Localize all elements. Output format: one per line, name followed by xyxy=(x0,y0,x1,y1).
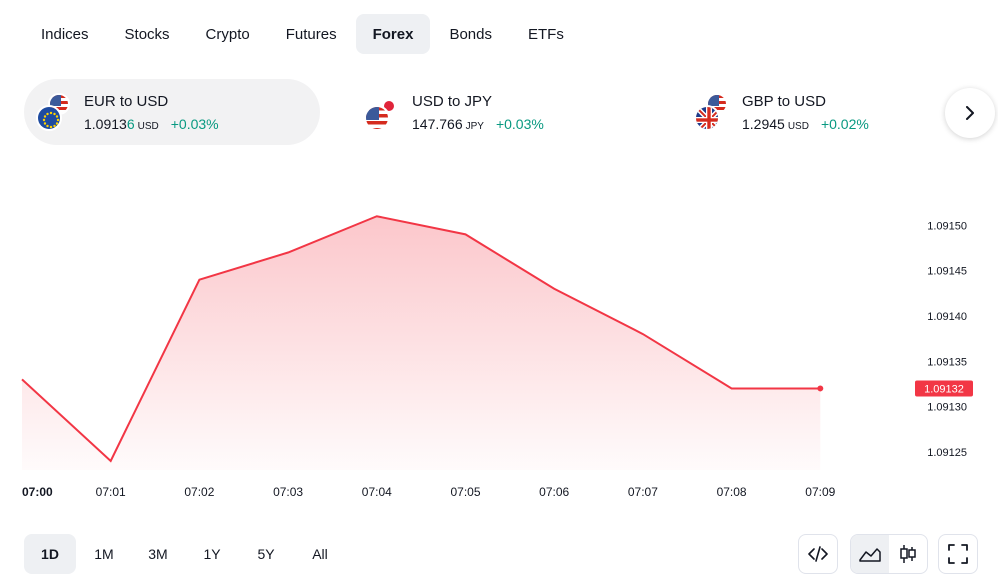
pair-card-eur-usd[interactable]: EUR to USD 1.09136 USD +0.03% xyxy=(24,79,320,145)
pair-change: +0.02% xyxy=(820,115,869,132)
last-value-label: 1.09132 xyxy=(924,383,964,395)
chevron-right-icon xyxy=(966,106,974,120)
x-tick-label: 07:07 xyxy=(628,485,658,499)
fullscreen-icon xyxy=(948,544,968,564)
range-3m[interactable]: 3M xyxy=(148,546,168,562)
range-1y[interactable]: 1Y xyxy=(203,546,221,562)
pair-name: USD to JPY xyxy=(412,92,493,110)
us-flag-icon xyxy=(364,105,390,131)
next-pairs-button[interactable] xyxy=(945,88,995,138)
pair-name: EUR to USD xyxy=(84,92,169,110)
chart-style-toggle xyxy=(850,534,928,574)
pair-card-gbp-usd[interactable]: GBP to USD 1.2945 USD +0.02% xyxy=(682,79,978,145)
candlestick-icon xyxy=(900,545,916,563)
embed-button[interactable] xyxy=(798,534,838,574)
y-tick-label: 1.09145 xyxy=(927,266,967,278)
x-tick-label: 07:09 xyxy=(805,485,835,499)
pair-flags xyxy=(694,91,734,133)
range-1d[interactable]: 1D xyxy=(24,534,76,574)
pair-name: GBP to USD xyxy=(742,92,826,110)
y-tick-label: 1.09150 xyxy=(927,220,967,232)
tab-indices[interactable]: Indices xyxy=(41,25,89,43)
pair-cards: EUR to USD 1.09136 USD +0.03% USD to JPY… xyxy=(24,79,998,145)
x-tick-label: 07:05 xyxy=(450,485,480,499)
x-tick-label: 07:00 xyxy=(22,485,53,499)
range-5y[interactable]: 5Y xyxy=(257,546,275,562)
area-fill xyxy=(22,216,821,470)
last-point xyxy=(817,385,824,392)
y-tick-label: 1.09135 xyxy=(927,356,967,368)
pair-price: 147.766 xyxy=(412,115,463,132)
y-tick-label: 1.09140 xyxy=(927,311,967,323)
pair-price: 1.09136 xyxy=(84,115,135,132)
pair-price: 1.2945 xyxy=(742,115,785,132)
eu-flag-icon xyxy=(36,105,62,131)
code-icon xyxy=(808,546,828,562)
candlestick-button[interactable] xyxy=(889,535,927,573)
pair-flags xyxy=(36,91,76,133)
tab-stocks[interactable]: Stocks xyxy=(124,25,170,43)
x-tick-label: 07:04 xyxy=(362,485,392,499)
range-all[interactable]: All xyxy=(312,546,328,562)
pair-change: +0.03% xyxy=(170,115,219,132)
y-tick-label: 1.09130 xyxy=(927,402,967,414)
x-tick-label: 07:02 xyxy=(184,485,214,499)
last-value-badge xyxy=(915,380,973,397)
price-chart[interactable]: 07:00 07:01 07:02 07:03 07:04 07:05 07:06 07:07… xyxy=(0,160,998,505)
range-1m[interactable]: 1M xyxy=(94,546,114,562)
tab-crypto[interactable]: Crypto xyxy=(205,25,250,43)
fullscreen-button[interactable] xyxy=(938,534,978,574)
pair-change: +0.03% xyxy=(495,115,544,132)
x-tick-label: 07:06 xyxy=(539,485,569,499)
tab-futures[interactable]: Futures xyxy=(285,25,337,43)
pair-flags xyxy=(364,91,404,133)
tab-forex[interactable]: Forex xyxy=(355,14,431,54)
x-tick-label: 07:08 xyxy=(717,485,747,499)
area-chart-button[interactable] xyxy=(851,535,889,573)
range-selector: 1D 1M 3M 1Y 5Y All xyxy=(24,534,346,574)
pair-unit: JPY xyxy=(465,120,484,132)
pair-card-usd-jpy[interactable]: USD to JPY 147.766 JPY +0.03% xyxy=(352,79,648,145)
tab-bonds[interactable]: Bonds xyxy=(449,25,492,43)
market-tabs: Indices Stocks Crypto Futures Forex Bond… xyxy=(24,14,581,54)
uk-flag-icon xyxy=(694,105,720,131)
series-line xyxy=(21,215,821,463)
x-tick-label: 07:03 xyxy=(273,485,303,499)
x-tick-label: 07:01 xyxy=(96,485,126,499)
tab-etfs[interactable]: ETFs xyxy=(528,25,564,43)
pair-unit: USD xyxy=(137,120,159,132)
y-tick-label: 1.09125 xyxy=(927,447,967,459)
area-chart-icon xyxy=(859,548,881,562)
pair-unit: USD xyxy=(787,120,809,132)
